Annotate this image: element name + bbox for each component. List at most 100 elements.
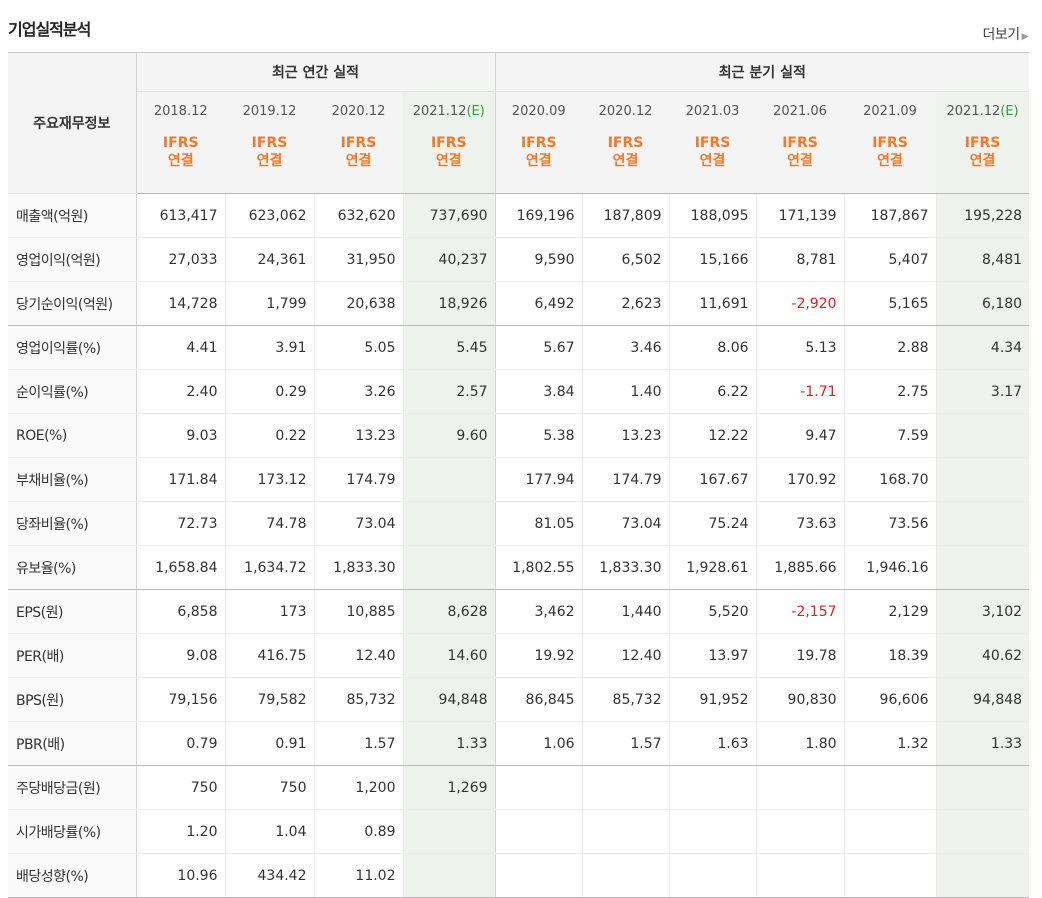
table-cell [936,501,1030,546]
table-cell: 8.06 [669,325,757,370]
table-cell: -2,920 [756,281,845,326]
column-accounting-basis: IFRS 연결 [936,131,1030,194]
estimate-mark: (E) [466,104,485,119]
table-cell: -2,157 [756,589,845,634]
column-accounting-basis: IFRS 연결 [495,131,583,194]
table-cell [582,765,670,810]
table-row: ROE(%) 9.03 0.22 13.23 9.60 5.38 13.23 12.22 9.4… [8,413,1030,458]
table-cell: 171,139 [756,193,845,238]
row-label: 당기순이익(억원) [8,281,137,326]
table-cell: 73.56 [844,501,937,546]
column-period: 2018.12 [136,91,225,131]
table-cell: 177.94 [495,457,583,502]
table-cell [495,853,583,898]
table-cell: 15,166 [669,237,757,282]
column-period: 2019.12 [225,91,314,131]
table-cell: 10,885 [314,589,404,634]
group-quarterly: 최근 분기 실적 [495,52,1030,92]
row-label: 영업이익률(%) [8,325,137,370]
table-cell: 1,634.72 [225,545,315,590]
table-cell: 91,952 [669,677,757,722]
table-cell: 10.96 [136,853,226,898]
table-cell [403,545,496,590]
more-link[interactable]: 더보기 ▶ [982,24,1028,44]
table-cell: 1.57 [314,721,404,766]
table-cell: 416.75 [225,633,315,678]
table-cell: 5,165 [844,281,937,326]
column-period: 2020.12 [582,91,670,131]
table-cell: 1,799 [225,281,315,326]
column-accounting-basis: IFRS 연결 [136,131,225,194]
row-label: EPS(원) [8,589,137,634]
table-cell: 1,658.84 [136,545,226,590]
consolidated-label: 연결 [699,153,726,169]
table-cell: 6,180 [936,281,1030,326]
ifrs-label: IFRS [607,135,644,151]
ifrs-label: IFRS [694,135,731,151]
period-label: 2020.12 [598,104,653,119]
table-cell: 14.60 [403,633,496,678]
row-label: PBR(배) [8,721,137,766]
table-cell: 9.08 [136,633,226,678]
table-cell: 0.29 [225,369,315,414]
table-cell: 1.57 [582,721,670,766]
group-annual: 최근 연간 실적 [136,52,496,92]
column-accounting-basis: IFRS 연결 [314,131,403,194]
table-cell [756,765,845,810]
table-cell: 188,095 [669,193,757,238]
table-cell [936,413,1030,458]
table-cell: 1.32 [844,721,937,766]
ifrs-label: IFRS [162,135,199,151]
row-label: 매출액(억원) [8,193,137,238]
row-label: 부채비율(%) [8,457,137,502]
period-label: 2020.09 [511,104,566,119]
table-cell: 623,062 [225,193,315,238]
table-cell: 90,830 [756,677,845,722]
table-cell: 9,590 [495,237,583,282]
more-label: 더보기 [982,27,1020,43]
table-cell: 9.47 [756,413,845,458]
consolidated-label: 연결 [345,153,372,169]
table-cell: 1,946.16 [844,545,937,590]
column-period: 2021.09 [844,91,937,131]
table-cell: 27,033 [136,237,226,282]
row-label: BPS(원) [8,677,137,722]
table-cell: 750 [225,765,315,810]
table-cell: 613,417 [136,193,226,238]
table-row: 부채비율(%) 171.84 173.12 174.79 177.94 174.79 167… [8,457,1030,502]
table-cell [582,809,670,854]
table-cell: 1.06 [495,721,583,766]
table-cell: 72.73 [136,501,226,546]
table-cell: 2.75 [844,369,937,414]
table-cell: 13.97 [669,633,757,678]
table-cell [669,853,757,898]
table-cell: 195,228 [936,193,1030,238]
ifrs-label: IFRS [430,135,467,151]
table-cell: 8,628 [403,589,496,634]
table-cell: 5.13 [756,325,845,370]
consolidated-label: 연결 [877,153,903,169]
table-cell: 85,732 [582,677,670,722]
financial-table: 주요재무정보 최근 연간 실적 최근 분기 실적 2018.12 2019.12 2… [8,52,1030,898]
column-period: 2020.12 [314,91,403,131]
chevron-right-icon: ▶ [1021,32,1029,42]
table-cell: 4.34 [936,325,1030,370]
table-cell: 73.04 [582,501,670,546]
table-cell: 8,781 [756,237,845,282]
table-cell: 11,691 [669,281,757,326]
ifrs-label: IFRS [964,135,1001,151]
table-cell: 1.63 [669,721,757,766]
table-cell: 169,196 [495,193,583,238]
period-label: 2020.12 [331,104,386,119]
table-cell: 167.67 [669,457,757,502]
table-cell [403,809,496,854]
table-cell: 0.79 [136,721,226,766]
table-row: 영업이익률(%) 4.41 3.91 5.05 5.45 5.67 3.46 8.06 5.13… [8,325,1030,370]
table-cell: 9.03 [136,413,226,458]
row-header-label: 주요재무정보 [8,52,137,194]
column-period: 2021.12(E) [936,91,1030,131]
table-cell: 1,200 [314,765,404,810]
column-accounting-basis: IFRS 연결 [582,131,670,194]
table-cell: 81.05 [495,501,583,546]
table-cell: 6,492 [495,281,583,326]
